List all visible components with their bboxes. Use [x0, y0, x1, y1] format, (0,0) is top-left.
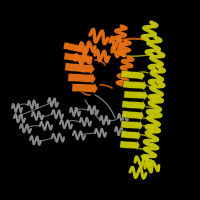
- Polygon shape: [122, 110, 144, 121]
- Polygon shape: [63, 42, 88, 55]
- Polygon shape: [123, 80, 147, 91]
- Polygon shape: [124, 90, 148, 101]
- Polygon shape: [68, 72, 96, 85]
- Polygon shape: [65, 63, 95, 75]
- Polygon shape: [120, 140, 140, 151]
- Polygon shape: [121, 130, 141, 141]
- Polygon shape: [121, 120, 143, 131]
- Polygon shape: [72, 82, 98, 95]
- Polygon shape: [121, 70, 145, 81]
- Polygon shape: [122, 100, 146, 111]
- Polygon shape: [64, 53, 92, 65]
